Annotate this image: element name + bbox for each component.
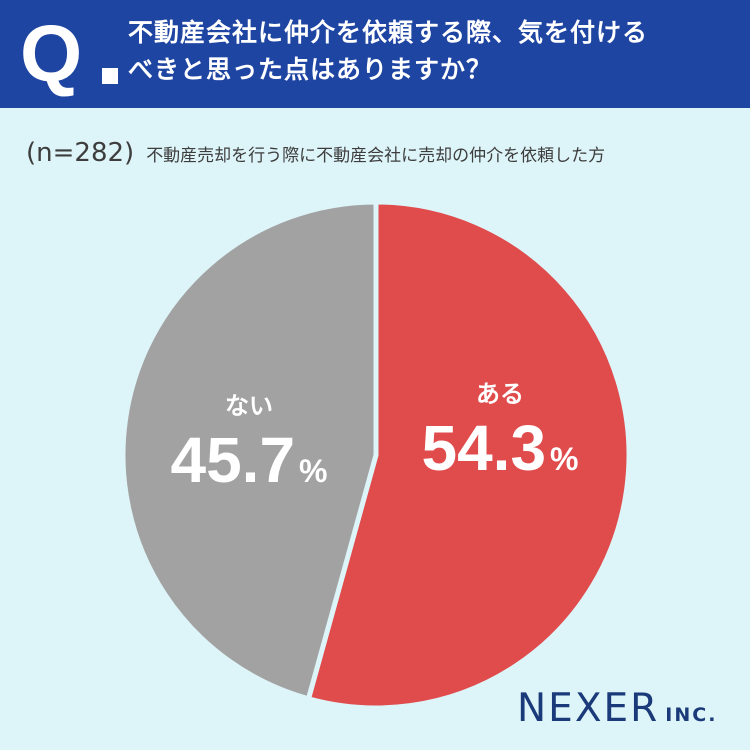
logo-suffix: INC. <box>665 704 718 726</box>
sample-size: (n=282) <box>26 138 135 168</box>
q-letter: Q <box>20 9 83 98</box>
q-dot <box>102 68 118 84</box>
pie-slice-1 <box>305 199 632 711</box>
pie-slice-2 <box>120 199 379 702</box>
slice-value-1: 54.3% <box>421 412 578 484</box>
logo-brand: NEXER <box>517 686 660 731</box>
q-mark: Q <box>20 9 118 98</box>
question-line-2: べきと思った点はありますか？ <box>128 55 493 84</box>
slice-label-1: ある <box>476 380 524 408</box>
sample-info: (n=282) 不動産売却を行う際に不動産会社に売却の仲介を依頼した方 <box>26 138 605 168</box>
slice-value-2: 45.7% <box>170 424 327 496</box>
sample-description: 不動産売却を行う際に不動産会社に売却の仲介を依頼した方 <box>146 145 606 166</box>
slice-label-2: ない <box>225 392 273 420</box>
question-line-1: 不動産会社に仲介を依頼する際、気を付ける <box>128 18 649 47</box>
company-logo: NEXER INC. <box>517 686 717 731</box>
question-text: 不動産会社に仲介を依頼する際、気を付ける べきと思った点はありますか？ <box>128 14 728 88</box>
question-header: Q 不動産会社に仲介を依頼する際、気を付ける べきと思った点はありますか？ <box>0 0 750 108</box>
